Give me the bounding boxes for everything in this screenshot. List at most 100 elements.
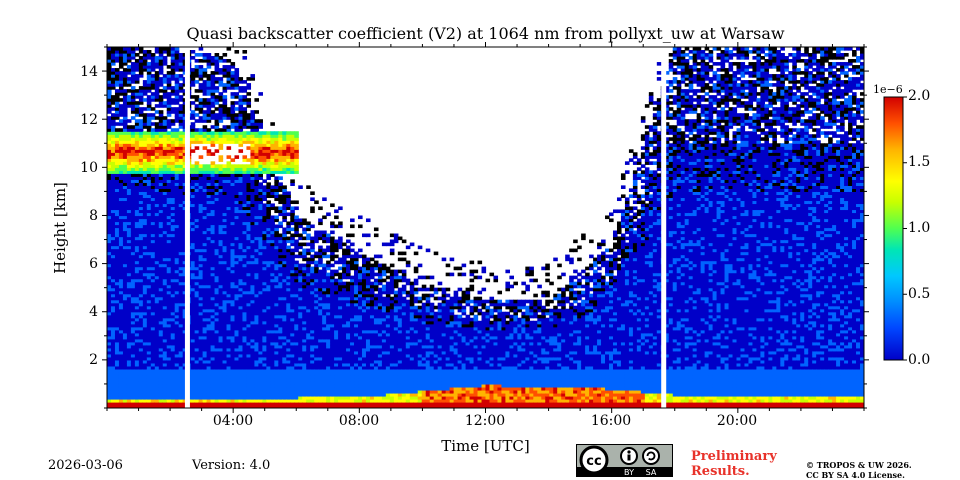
heatmap-cell xyxy=(150,356,156,361)
heatmap-cell xyxy=(114,140,120,144)
heatmap-cell xyxy=(146,320,152,325)
heatmap-cell xyxy=(142,290,148,295)
heatmap-cell xyxy=(174,137,180,141)
heatmap-cell xyxy=(142,209,148,214)
heatmap-cell xyxy=(166,383,172,388)
heatmap-cell xyxy=(178,215,184,220)
heatmap-cell xyxy=(158,344,164,349)
heatmap-cell xyxy=(166,233,172,238)
heatmap-cell xyxy=(174,134,180,138)
heatmap-cell xyxy=(162,197,168,202)
heatmap-cell xyxy=(150,200,156,205)
heatmap-cell xyxy=(158,167,164,171)
heatmap-cell xyxy=(178,278,184,283)
heatmap-cell xyxy=(158,236,164,241)
heatmap-cell xyxy=(118,272,124,277)
heatmap-cell xyxy=(134,158,140,162)
heatmap-cell xyxy=(154,155,160,159)
heatmap-cell xyxy=(134,257,140,262)
heatmap-cell xyxy=(166,371,172,376)
heatmap-cell xyxy=(146,377,152,382)
heatmap-cell xyxy=(246,77,252,81)
heatmap-cell xyxy=(126,254,132,259)
heatmap-cell xyxy=(162,47,168,51)
heatmap-cell xyxy=(154,185,160,189)
heatmap-cell xyxy=(114,311,120,316)
heatmap-cell xyxy=(170,173,176,177)
heatmap-cell xyxy=(138,227,144,232)
heatmap-cell xyxy=(130,317,136,322)
heatmap-cell xyxy=(114,326,120,331)
heatmap-cell xyxy=(107,200,112,205)
heatmap-cell xyxy=(154,311,160,316)
heatmap-cell xyxy=(150,365,156,370)
heatmap-cell xyxy=(134,254,140,259)
heatmap-cell xyxy=(126,329,132,334)
heatmap-cell xyxy=(166,80,172,84)
heatmap-cell xyxy=(142,389,148,394)
heatmap-cell xyxy=(122,62,128,66)
heatmap-cell xyxy=(158,203,164,208)
heatmap-cell xyxy=(126,77,132,81)
heatmap-cell xyxy=(146,260,152,265)
heatmap-cell xyxy=(170,320,176,325)
heatmap-cell xyxy=(138,311,144,316)
heatmap-cell xyxy=(174,50,180,54)
heatmap-cell xyxy=(114,269,120,274)
heatmap-cell xyxy=(198,128,204,132)
heatmap-cell xyxy=(162,173,168,177)
heatmap-cell xyxy=(158,254,164,259)
heatmap-cell xyxy=(158,296,164,301)
heatmap-cell xyxy=(130,158,136,162)
heatmap-cell xyxy=(174,368,180,373)
heatmap-cell xyxy=(178,224,184,229)
heatmap-cell xyxy=(107,368,112,373)
heatmap-cell xyxy=(138,242,144,247)
heatmap-cell xyxy=(142,89,148,93)
heatmap-cell xyxy=(130,191,136,196)
heatmap-cell xyxy=(130,212,136,217)
heatmap-cell xyxy=(174,362,180,367)
heatmap-cell xyxy=(146,230,152,235)
heatmap-cell xyxy=(174,317,180,322)
heatmap-cell xyxy=(122,209,128,214)
heatmap-cell xyxy=(134,227,140,232)
heatmap-cell xyxy=(162,176,168,180)
heatmap-cell xyxy=(138,368,144,373)
heatmap-cell xyxy=(278,233,283,238)
heatmap-cell xyxy=(178,356,184,361)
heatmap-cell xyxy=(107,170,112,174)
heatmap-cell xyxy=(110,326,116,331)
heatmap-cell xyxy=(122,233,128,238)
heatmap-cell xyxy=(130,77,136,81)
heatmap-cell xyxy=(107,110,112,114)
heatmap-cell xyxy=(114,80,120,84)
heatmap-cell xyxy=(230,92,236,96)
heatmap-cell xyxy=(134,374,140,379)
heatmap-cell xyxy=(146,95,152,99)
heatmap-cell xyxy=(146,392,152,397)
heatmap-cell xyxy=(126,362,132,367)
heatmap-cell xyxy=(107,80,112,84)
heatmap-cell xyxy=(110,215,116,220)
heatmap-cell xyxy=(146,227,152,232)
heatmap-cell xyxy=(150,173,156,177)
heatmap-cell xyxy=(198,65,204,69)
heatmap-cell xyxy=(162,365,168,370)
heatmap-cell xyxy=(154,323,160,328)
heatmap-cell xyxy=(130,311,136,316)
heatmap-cell xyxy=(114,380,120,385)
heatmap-cell xyxy=(126,146,132,150)
heatmap-cell xyxy=(142,113,148,117)
heatmap-cell xyxy=(158,149,164,153)
heatmap-cell xyxy=(142,323,148,328)
heatmap-cell xyxy=(162,74,168,78)
heatmap-cell xyxy=(114,107,120,111)
heatmap-cell xyxy=(138,161,144,165)
heatmap-cell xyxy=(107,335,112,340)
heatmap-cell xyxy=(170,47,176,51)
heatmap-cell xyxy=(122,113,128,117)
heatmap-cell xyxy=(170,212,176,217)
heatmap-cell xyxy=(166,143,172,147)
heatmap-cell xyxy=(242,86,248,90)
